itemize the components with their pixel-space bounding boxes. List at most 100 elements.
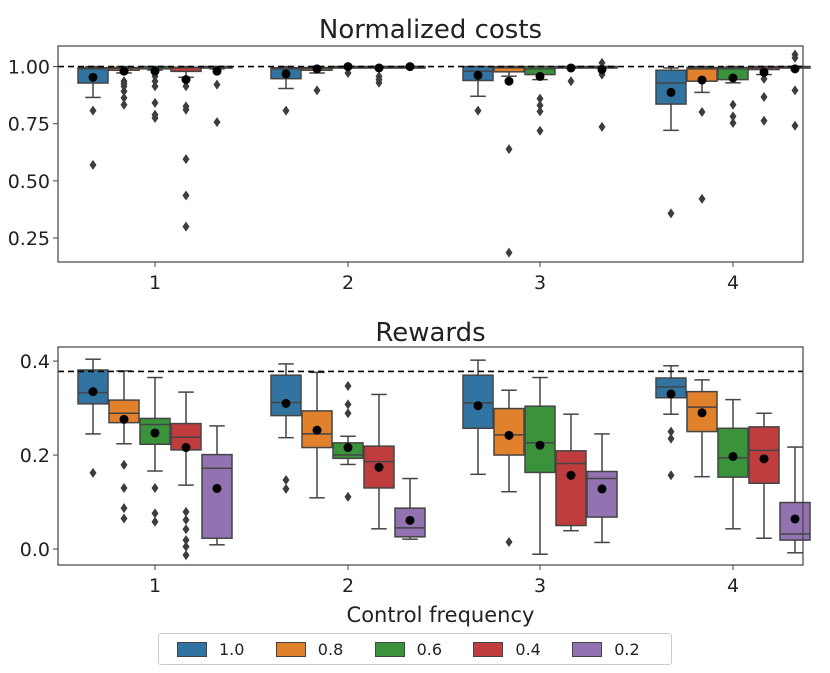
box-0.6-group-3 xyxy=(524,65,556,136)
mean-point xyxy=(150,428,160,438)
outlier-point xyxy=(344,408,352,419)
outlier-point xyxy=(120,503,128,514)
legend-patch xyxy=(177,641,207,657)
outlier-point xyxy=(182,524,190,535)
legend-item: 0.4 xyxy=(473,640,572,659)
outlier-point xyxy=(182,190,190,201)
mean-point xyxy=(181,75,191,85)
outlier-point xyxy=(151,508,159,519)
mean-point xyxy=(728,451,738,461)
y-tick-label: 0.75 xyxy=(8,114,50,136)
outlier-point xyxy=(791,85,799,96)
box-0.2-group-1 xyxy=(201,65,233,128)
outlier-point xyxy=(344,380,352,391)
outlier-point xyxy=(667,426,675,437)
legend-label: 1.0 xyxy=(219,639,245,659)
mean-point xyxy=(312,425,322,435)
legend-label: 0.4 xyxy=(515,639,541,659)
mean-point xyxy=(343,443,353,453)
outlier-point xyxy=(89,105,97,116)
box-0.4-group-1 xyxy=(170,65,202,232)
box-0.6-group-2 xyxy=(332,380,364,502)
box xyxy=(201,453,233,539)
mean-point xyxy=(88,387,98,397)
outlier-point xyxy=(151,113,159,123)
box-0.6-group-2 xyxy=(332,62,364,78)
outlier-point xyxy=(536,93,544,104)
outlier-point xyxy=(536,100,544,111)
mean-point xyxy=(697,408,707,418)
box-1.0-group-1 xyxy=(77,65,109,170)
box-0.8-group-3 xyxy=(493,65,525,258)
x-axis-label: Control frequency xyxy=(347,603,535,627)
outlier-point xyxy=(344,491,352,502)
box-0.8-group-1 xyxy=(108,65,140,110)
mean-point xyxy=(119,414,129,424)
mean-point xyxy=(374,63,384,73)
x-tick-label: 3 xyxy=(534,575,546,597)
mean-point xyxy=(88,72,98,82)
panel-title: Rewards xyxy=(375,318,485,348)
mean-point xyxy=(535,440,545,450)
outlier-point xyxy=(536,106,544,117)
outlier-point xyxy=(598,121,606,132)
mean-point xyxy=(697,75,707,85)
y-tick-label: 0.0 xyxy=(20,539,50,561)
mean-point xyxy=(597,484,607,494)
axes-frame xyxy=(57,346,804,566)
legend-label: 0.8 xyxy=(317,639,344,659)
mean-point xyxy=(212,483,222,493)
outlier-point xyxy=(474,105,482,116)
box-0.4-group-2 xyxy=(363,393,395,530)
box-0.8-group-2 xyxy=(301,64,333,96)
outlier-point xyxy=(151,97,159,108)
mean-point xyxy=(759,454,769,464)
box-0.4-group-4 xyxy=(748,412,780,539)
outlier-point xyxy=(313,85,321,96)
legend-patch xyxy=(473,641,504,657)
box-0.2-group-4 xyxy=(779,49,811,131)
box-0.8-group-2 xyxy=(301,371,333,499)
outlier-point xyxy=(760,115,768,126)
mean-point xyxy=(535,71,545,81)
box-1.0-group-4 xyxy=(655,67,687,219)
mean-point xyxy=(405,515,415,525)
outlier-point xyxy=(667,208,675,219)
box-1.0-group-3 xyxy=(462,65,494,116)
mean-point xyxy=(728,73,738,83)
x-tick-label: 2 xyxy=(342,575,354,597)
box-1.0-group-3 xyxy=(462,359,494,476)
axes-frame xyxy=(57,45,804,263)
outlier-point xyxy=(729,111,737,122)
box-0.8-group-1 xyxy=(108,370,140,524)
outlier-point xyxy=(151,516,159,527)
x-tick-label: 4 xyxy=(727,575,739,597)
legend-item: 0.6 xyxy=(374,639,474,659)
outlier-point xyxy=(667,433,675,444)
y-tick-label: 1.00 xyxy=(8,57,50,79)
box xyxy=(394,507,426,538)
outlier-point xyxy=(213,117,221,128)
mean-point xyxy=(281,69,291,79)
box-0.6-group-4 xyxy=(717,65,749,129)
box xyxy=(270,374,302,417)
mean-point xyxy=(566,63,576,73)
outlier-point xyxy=(89,159,97,170)
box-1.0-group-2 xyxy=(270,363,302,494)
outlier-point xyxy=(120,92,128,103)
mean-point xyxy=(566,470,576,480)
legend-label: 0.2 xyxy=(614,639,640,659)
box-0.6-group-1 xyxy=(139,65,171,123)
y-tick-label: 0.4 xyxy=(20,351,50,373)
outlier-point xyxy=(151,482,159,493)
mean-point xyxy=(790,64,800,74)
legend-item: 1.0 xyxy=(177,640,276,659)
legend-patch xyxy=(374,641,405,657)
legend-label: 0.6 xyxy=(416,639,443,659)
outlier-point xyxy=(120,513,128,524)
outlier-point xyxy=(729,118,737,129)
mean-point xyxy=(281,398,291,408)
box-0.2-group-4 xyxy=(779,446,811,554)
